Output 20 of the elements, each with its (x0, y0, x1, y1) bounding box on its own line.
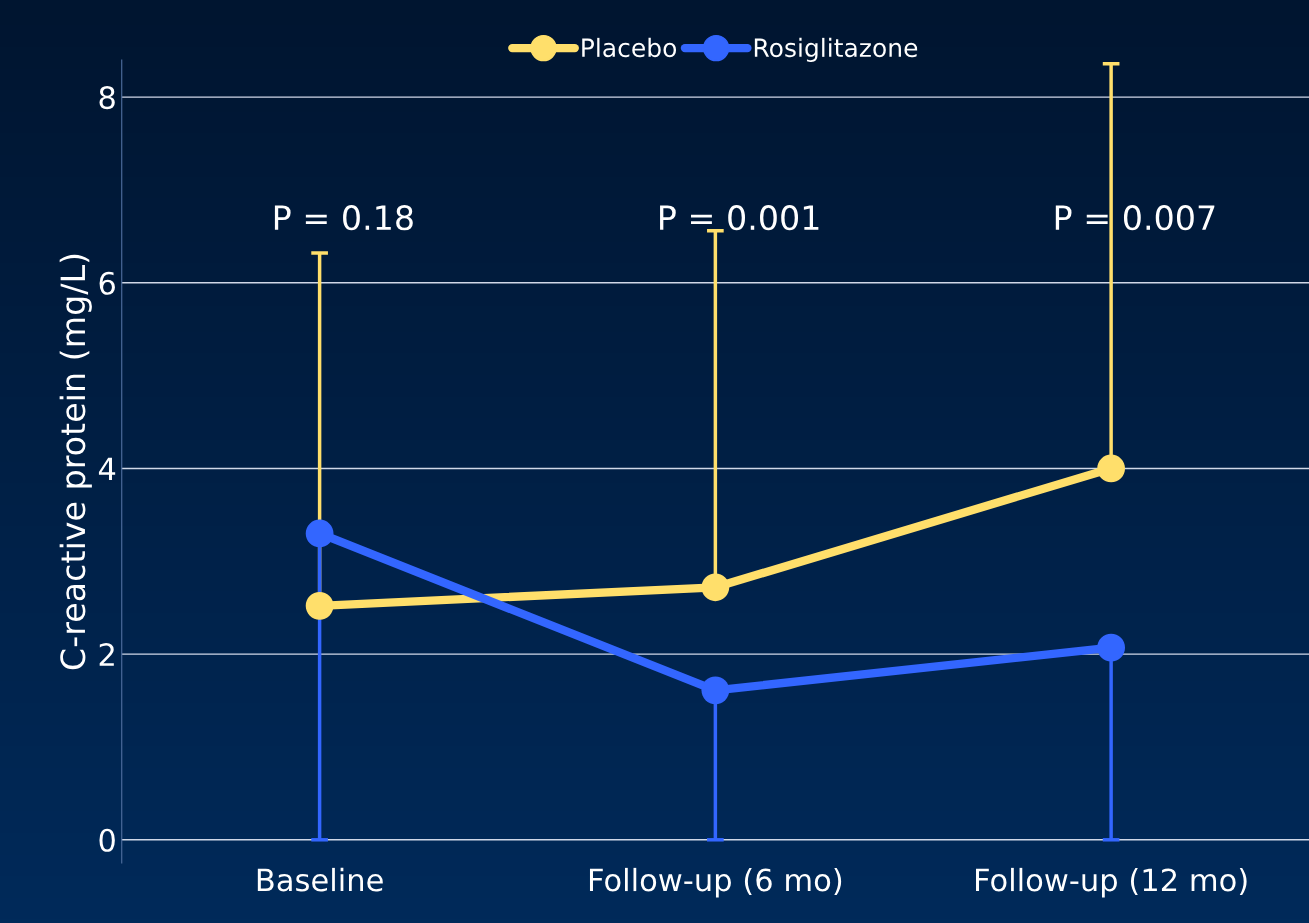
point (1097, 454, 1126, 483)
y-axis-title: C-reactive protein (mg/L) (59, 254, 92, 670)
annotation: P = 0.001 (660, 205, 819, 231)
y-tick-label: 8 (99, 86, 115, 110)
annotation: P = 0.007 (1055, 205, 1215, 231)
y-tick-label: 6 (99, 271, 115, 295)
x-tick-label: Follow-up (12 mo) (976, 867, 1247, 898)
y-tick-label: 2 (99, 643, 114, 666)
point (305, 519, 334, 548)
x-tick-label: Baseline (257, 867, 383, 892)
legend-label: Placebo (582, 37, 677, 58)
point (701, 573, 730, 602)
point (701, 676, 730, 705)
y-tick-label: 4 (98, 457, 116, 481)
legend-label: Rosiglitazone (754, 37, 918, 63)
point (1097, 633, 1126, 662)
point (305, 591, 334, 620)
annotation: P = 0.18 (274, 205, 413, 231)
y-tick-label: 0 (99, 828, 115, 852)
x-tick-label: Follow-up (6 mo) (589, 867, 842, 898)
